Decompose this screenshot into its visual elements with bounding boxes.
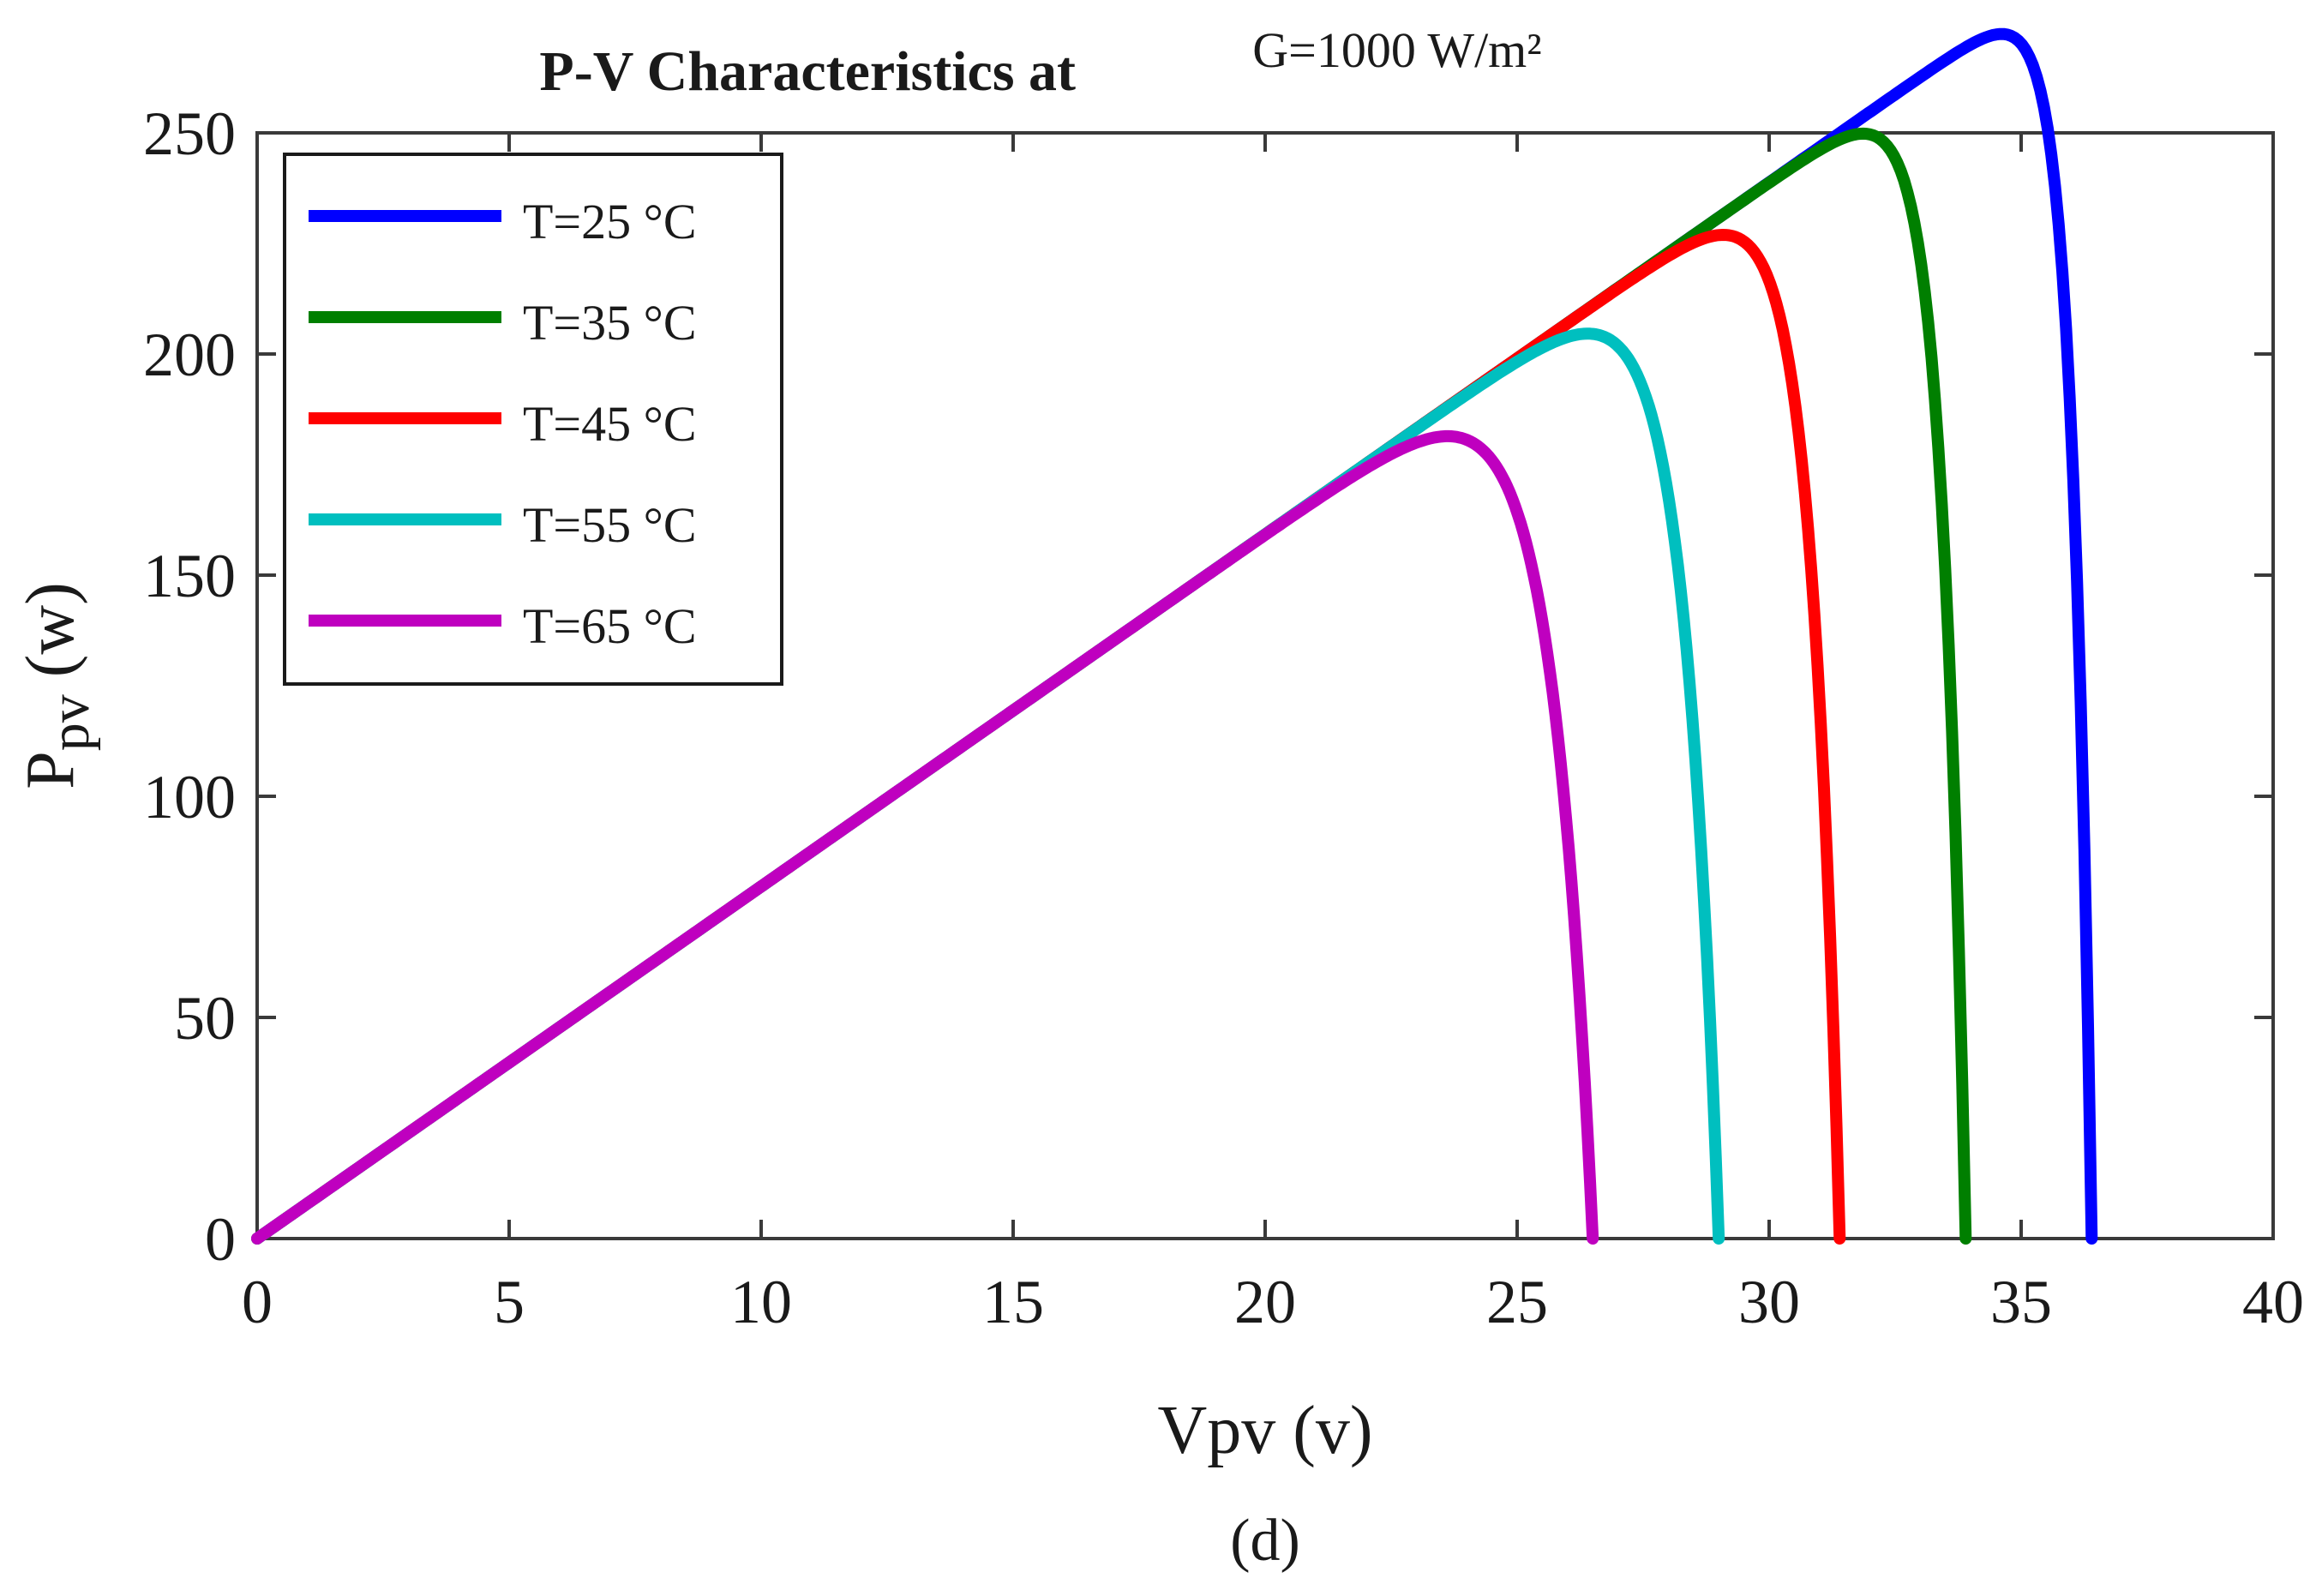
y-tick-label: 200 [143,321,236,389]
x-axis-ticks: 0 5 10 15 20 25 30 35 40 [242,133,2304,1336]
y-axis-ticks: 0 50 100 150 200 250 [143,99,2273,1274]
x-tick-label: 40 [2242,1268,2304,1336]
svg-text:Ppv (w): Ppv (w) [13,582,101,789]
x-tick-label: 25 [1486,1268,1548,1336]
y-axis-label-unit: (w) [13,582,88,677]
legend-label: T=45 °C [523,396,697,452]
x-tick-label: 15 [982,1268,1044,1336]
legend: T=25 °C T=35 °C T=45 °C T=55 °C T=65 °C [283,153,783,686]
y-tick-label: 250 [143,99,236,168]
legend-label: T=35 °C [523,295,697,351]
y-tick-label: 50 [174,984,236,1053]
chart-title: P-V Characteristics at [539,40,1076,103]
y-axis-label-sub: pv [39,694,101,751]
y-tick-label: 150 [143,542,236,610]
x-tick-label: 0 [242,1268,273,1336]
figure-caption: (d) [1230,1508,1300,1574]
x-tick-label: 5 [494,1268,525,1336]
legend-label: T=25 °C [523,194,697,249]
legend-label: T=65 °C [523,598,697,654]
x-axis-label: Vpv (v) [1157,1393,1372,1468]
chart-title-condition: G=1000 W/m² [1252,22,1541,78]
y-tick-label: 100 [143,763,236,831]
x-tick-label: 30 [1738,1268,1800,1336]
y-tick-label: 0 [205,1205,236,1274]
legend-label: T=55 °C [523,497,697,553]
x-tick-label: 35 [1990,1268,2052,1336]
y-axis-label-main: P [13,751,88,789]
y-axis-label: Ppv (w) [13,582,101,789]
x-tick-label: 10 [730,1268,792,1336]
x-tick-label: 20 [1234,1268,1296,1336]
series-curves [251,27,2098,1245]
series-line-5 [251,429,1599,1245]
